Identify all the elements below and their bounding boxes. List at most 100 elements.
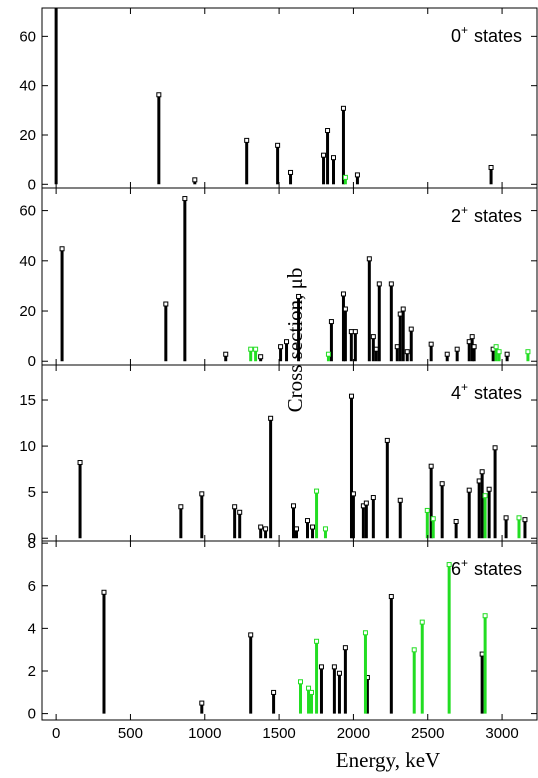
stem-marker bbox=[404, 349, 410, 355]
y-tick-label: 10 bbox=[19, 438, 36, 455]
stem-marker bbox=[258, 354, 264, 360]
parity: + bbox=[461, 23, 468, 37]
stem-marker bbox=[331, 155, 336, 161]
stem-marker bbox=[263, 526, 269, 532]
stem-marker bbox=[310, 524, 316, 530]
y-tick-label: 60 bbox=[19, 28, 36, 45]
panel-frame bbox=[41, 540, 538, 721]
stem-marker bbox=[298, 679, 303, 685]
stem-marker bbox=[340, 291, 346, 297]
stem-marker bbox=[59, 246, 65, 252]
stem-marker bbox=[156, 92, 162, 98]
stem-marker bbox=[384, 437, 390, 443]
stem-marker bbox=[271, 689, 277, 695]
panel-title: 0+ states bbox=[451, 23, 522, 46]
y-tick-label: 20 bbox=[19, 303, 36, 320]
stem-marker bbox=[77, 460, 83, 466]
stem-marker bbox=[439, 481, 445, 487]
stem-marker bbox=[178, 504, 184, 510]
stem-marker bbox=[408, 326, 414, 332]
stem-marker bbox=[101, 589, 107, 595]
stem-marker bbox=[348, 329, 354, 335]
stem-marker bbox=[331, 664, 337, 670]
stem-marker bbox=[400, 306, 406, 312]
stem-marker bbox=[309, 689, 314, 695]
stem-marker bbox=[284, 339, 290, 345]
parity: + bbox=[461, 380, 468, 394]
stem-marker bbox=[314, 638, 320, 644]
stem-marker bbox=[348, 393, 354, 399]
state: 6 bbox=[451, 559, 461, 579]
stem-marker bbox=[182, 196, 188, 202]
stem-marker bbox=[388, 281, 394, 287]
stem-marker bbox=[479, 651, 485, 657]
stem-marker bbox=[258, 524, 264, 530]
y-tick-label: 6 bbox=[28, 578, 36, 595]
stem-marker bbox=[370, 334, 376, 340]
label: states bbox=[474, 206, 522, 226]
stem-marker bbox=[306, 685, 312, 691]
stem-marker bbox=[232, 504, 238, 510]
stem-marker bbox=[325, 351, 331, 357]
stem-marker bbox=[428, 341, 434, 347]
stem-marker bbox=[288, 169, 294, 175]
y-tick-label: 8 bbox=[28, 535, 36, 552]
x-axis-label: Energy, keV bbox=[336, 748, 440, 772]
stem-marker bbox=[388, 594, 394, 600]
stem-marker bbox=[278, 344, 284, 350]
stem-marker bbox=[376, 281, 382, 287]
stem-marker bbox=[314, 488, 320, 494]
stem-marker bbox=[424, 507, 430, 513]
x-tick-label: 1500 bbox=[262, 725, 295, 742]
state: 0 bbox=[451, 26, 461, 46]
panel-plot bbox=[54, 8, 494, 185]
panel-title: 4+ states bbox=[451, 380, 522, 403]
stem-marker bbox=[466, 339, 472, 345]
stem-marker bbox=[223, 351, 229, 357]
stem-marker bbox=[321, 152, 327, 158]
stem-marker bbox=[488, 165, 494, 171]
stem-marker bbox=[199, 700, 205, 706]
x-tick-label: 1000 bbox=[188, 725, 221, 742]
stem-marker bbox=[444, 351, 450, 357]
stem-marker bbox=[373, 346, 379, 352]
y-tick-label: 60 bbox=[19, 203, 36, 220]
panel-plot bbox=[59, 196, 531, 362]
stem-marker bbox=[446, 562, 452, 568]
y-tick-label: 15 bbox=[19, 392, 36, 409]
stem-marker bbox=[370, 495, 376, 501]
stem-marker bbox=[362, 630, 368, 636]
y-tick-label: 0 bbox=[28, 706, 36, 723]
y-tick-label: 20 bbox=[19, 127, 36, 144]
x-tick-label: 2500 bbox=[411, 725, 444, 742]
stem-marker bbox=[199, 491, 205, 497]
stem-marker bbox=[291, 503, 297, 509]
stem-marker bbox=[163, 301, 169, 307]
stem-marker bbox=[248, 632, 254, 638]
y-tick-label: 2 bbox=[28, 663, 36, 680]
stem-marker bbox=[419, 619, 425, 625]
stem-marker bbox=[522, 517, 528, 523]
x-tick-label: 2000 bbox=[337, 725, 370, 742]
y-tick-label: 40 bbox=[19, 78, 36, 95]
stem-marker bbox=[493, 344, 499, 350]
stem-marker bbox=[253, 346, 259, 352]
stem-marker bbox=[496, 349, 502, 355]
stem-marker bbox=[325, 128, 331, 134]
y-tick-label: 40 bbox=[19, 253, 36, 270]
stem-marker bbox=[304, 518, 310, 524]
stem-marker bbox=[454, 346, 460, 352]
stem-marker bbox=[336, 670, 342, 676]
panel-title: 6+ states bbox=[451, 556, 522, 579]
stem-marker bbox=[482, 493, 488, 499]
label: states bbox=[474, 383, 522, 403]
label: states bbox=[474, 559, 522, 579]
parity: + bbox=[461, 556, 468, 570]
stem-marker bbox=[466, 487, 472, 493]
stem-marker bbox=[237, 509, 243, 515]
y-tick-label: 4 bbox=[28, 620, 36, 637]
stem-marker bbox=[430, 516, 436, 522]
stem-marker bbox=[486, 486, 492, 492]
stem-marker bbox=[328, 319, 334, 325]
